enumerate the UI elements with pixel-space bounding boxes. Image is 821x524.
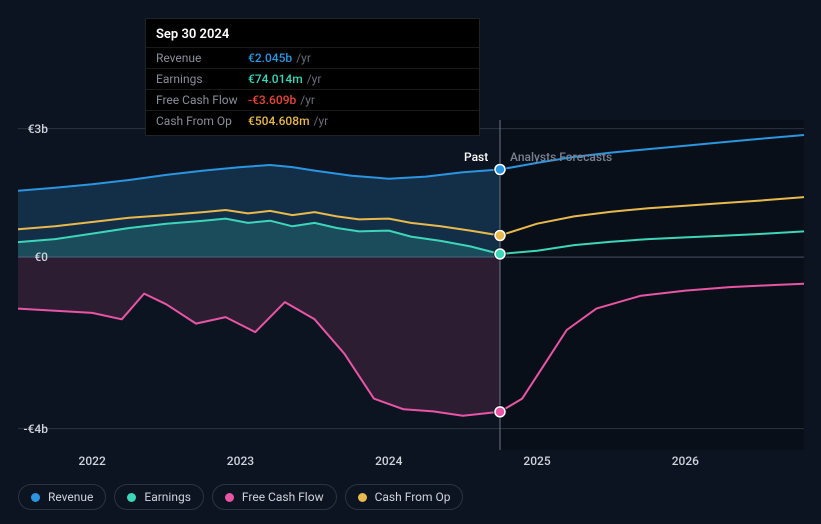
y-axis-label: €3b: [8, 122, 48, 136]
tooltip-row: Cash From Op€504.608m/yr: [146, 110, 479, 131]
legend-label: Cash From Op: [375, 490, 451, 504]
legend-item-earnings[interactable]: Earnings: [114, 484, 204, 510]
x-axis-label: 2025: [523, 454, 550, 468]
x-axis-label: 2026: [672, 454, 699, 468]
tooltip-metric-label: Cash From Op: [156, 114, 248, 128]
x-axis-label: 2022: [79, 454, 106, 468]
tooltip-suffix: /yr: [300, 93, 315, 107]
tooltip-metric-value: €74.014m: [248, 72, 303, 86]
x-axis: 2022 2023 2024 2025 2026: [18, 454, 804, 474]
tooltip-metric-label: Revenue: [156, 51, 248, 65]
y-axis-label: €0: [8, 250, 48, 264]
legend-dot-icon: [358, 493, 367, 502]
tooltip-row: Earnings€74.014m/yr: [146, 68, 479, 89]
legend-dot-icon: [225, 493, 234, 502]
tooltip-row: Revenue€2.045b/yr: [146, 47, 479, 68]
tooltip-metric-value: €2.045b: [248, 51, 292, 65]
legend-dot-icon: [127, 493, 136, 502]
legend-label: Free Cash Flow: [242, 490, 324, 504]
chart-tooltip: Sep 30 2024 Revenue€2.045b/yrEarnings€74…: [145, 18, 480, 136]
x-axis-label: 2024: [375, 454, 402, 468]
legend-dot-icon: [31, 493, 40, 502]
legend-label: Revenue: [48, 490, 93, 504]
tooltip-metric-value: €504.608m: [248, 114, 310, 128]
y-axis-label: -€4b: [8, 422, 48, 436]
tooltip-suffix: /yr: [296, 51, 311, 65]
legend-item-revenue[interactable]: Revenue: [18, 484, 106, 510]
tooltip-row: Free Cash Flow-€3.609b/yr: [146, 89, 479, 110]
chart-legend: Revenue Earnings Free Cash Flow Cash From O…: [18, 484, 463, 510]
chart-plot-area[interactable]: €3b€0-€4b: [18, 120, 804, 450]
tooltip-metric-label: Earnings: [156, 72, 248, 86]
legend-item-cash-from-op[interactable]: Cash From Op: [345, 484, 464, 510]
past-label: Past: [464, 150, 488, 164]
tooltip-date: Sep 30 2024: [146, 25, 479, 47]
tooltip-metric-label: Free Cash Flow: [156, 93, 248, 107]
tooltip-suffix: /yr: [314, 114, 329, 128]
tooltip-suffix: /yr: [307, 72, 322, 86]
financial-forecast-chart: Sep 30 2024 Revenue€2.045b/yrEarnings€74…: [0, 0, 821, 524]
legend-item-free-cash-flow[interactable]: Free Cash Flow: [212, 484, 337, 510]
tooltip-metric-value: -€3.609b: [248, 93, 296, 107]
legend-label: Earnings: [144, 490, 191, 504]
forecast-label: Analysts Forecasts: [510, 150, 612, 164]
x-axis-label: 2023: [227, 454, 254, 468]
